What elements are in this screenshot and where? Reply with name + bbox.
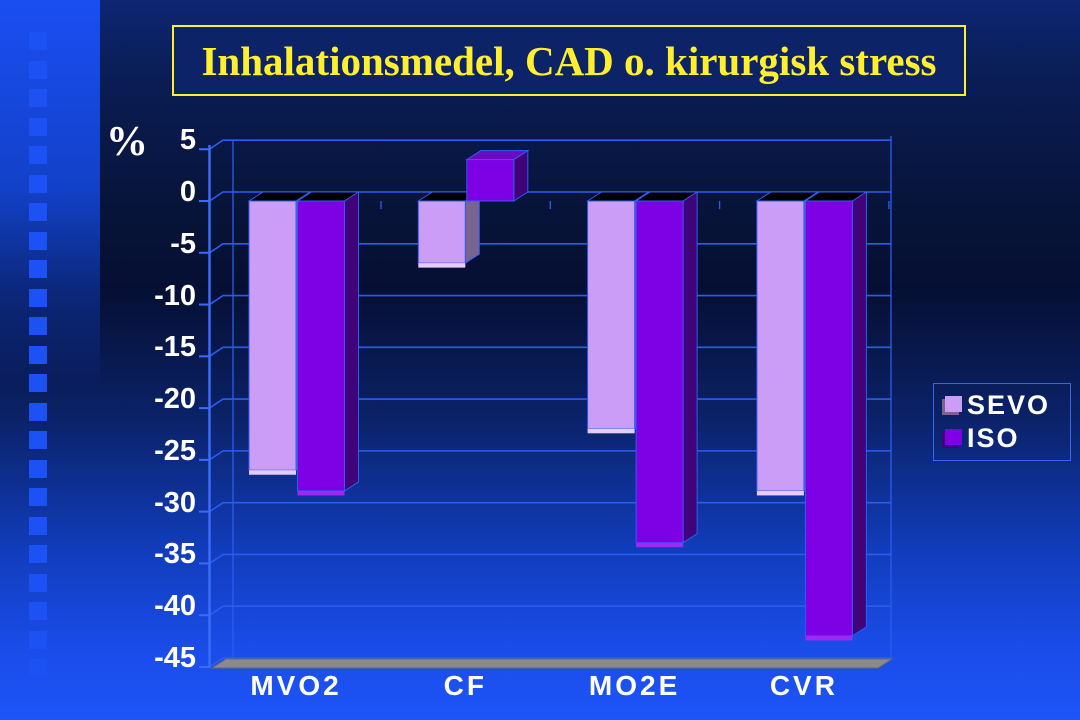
legend-label-iso: ISO	[967, 423, 1020, 453]
y-tick-label: -25	[154, 434, 196, 467]
legend-swatch-sevo	[945, 396, 962, 412]
decor-square	[29, 203, 47, 221]
bar-sevo-cvr-base	[756, 490, 804, 496]
bar-sevo-mvo2	[248, 200, 297, 471]
bar-sevo-mo2e-base	[587, 428, 635, 434]
decor-square	[29, 459, 47, 478]
bar-iso-mvo2	[297, 200, 345, 492]
decor-square	[29, 573, 47, 592]
sidebar-decoration	[0, 0, 100, 720]
decor-square	[29, 516, 47, 535]
category-label-mvo2: MVO2	[250, 670, 342, 701]
bar-iso-cf-side	[513, 149, 529, 202]
decor-square	[29, 231, 47, 250]
legend: SEVO ISO	[933, 383, 1071, 461]
y-tick-label: -15	[154, 331, 196, 364]
category-label-mo2e: MO2E	[588, 670, 681, 701]
bar-sevo-cvr	[756, 200, 805, 492]
bar-sevo-cf	[417, 200, 466, 264]
decor-square	[29, 60, 47, 79]
category-label-cvr: CVR	[769, 670, 838, 701]
decor-square	[29, 402, 47, 421]
bar-iso-cvr-side	[851, 191, 867, 637]
decor-square	[29, 630, 47, 649]
slide-title-box: Inhalationsmedel, CAD o. kirurgisk stres…	[172, 25, 966, 96]
y-tick-label: -10	[154, 279, 196, 312]
bar-iso-mvo2-base	[297, 490, 345, 496]
decor-square	[29, 117, 47, 136]
decor-square	[29, 174, 47, 193]
decor-square	[29, 545, 47, 563]
decor-square	[29, 288, 47, 307]
gridline	[209, 139, 891, 150]
decor-square	[29, 317, 47, 335]
y-tick-label: -40	[154, 590, 196, 623]
decor-square	[29, 260, 47, 278]
bar-iso-mo2e-side	[682, 191, 698, 544]
decor-square	[29, 488, 47, 506]
bar-sevo-mvo2-base	[249, 470, 296, 475]
bar-iso-cvr-base	[805, 635, 853, 641]
decor-square	[29, 659, 47, 677]
decor-square	[29, 89, 47, 107]
gridline	[209, 553, 891, 565]
bar-sevo-cf-side	[464, 191, 480, 265]
bar-iso-mo2e	[635, 200, 684, 544]
legend-item-sevo: SEVO	[942, 389, 1066, 422]
bar-iso-cf	[466, 159, 515, 202]
y-tick-label: 0	[179, 176, 196, 208]
y-tick-label: -5	[170, 227, 196, 260]
bar-iso-mo2e-base	[636, 542, 684, 548]
chart-floor	[210, 658, 894, 669]
decor-square	[29, 431, 47, 449]
y-axis-unit-label: %	[106, 119, 148, 165]
legend-label-sevo: SEVO	[967, 390, 1051, 420]
y-tick-label: 5	[179, 124, 196, 157]
legend-item-iso: ISO	[942, 422, 1066, 455]
category-label-cf: CF	[443, 670, 487, 701]
y-tick-label: -20	[154, 383, 196, 416]
gridline	[209, 501, 891, 513]
y-tick-label: -30	[154, 486, 196, 519]
bar-iso-cvr	[804, 200, 853, 637]
gridline	[209, 657, 891, 668]
decor-square	[29, 32, 47, 50]
legend-swatch-iso	[945, 429, 962, 445]
y-tick-label: -45	[154, 641, 196, 674]
slide-title: Inhalationsmedel, CAD o. kirurgisk stres…	[201, 37, 937, 84]
decor-square	[29, 602, 47, 620]
bar-sevo-cf-base	[418, 263, 466, 268]
bar-sevo-mo2e	[587, 200, 636, 430]
decor-square	[29, 146, 47, 164]
gridline	[209, 605, 891, 616]
y-tick-label: -35	[154, 538, 196, 571]
decor-square	[29, 374, 47, 392]
decor-square	[29, 345, 47, 364]
bar-iso-mvo2-side	[344, 191, 359, 492]
